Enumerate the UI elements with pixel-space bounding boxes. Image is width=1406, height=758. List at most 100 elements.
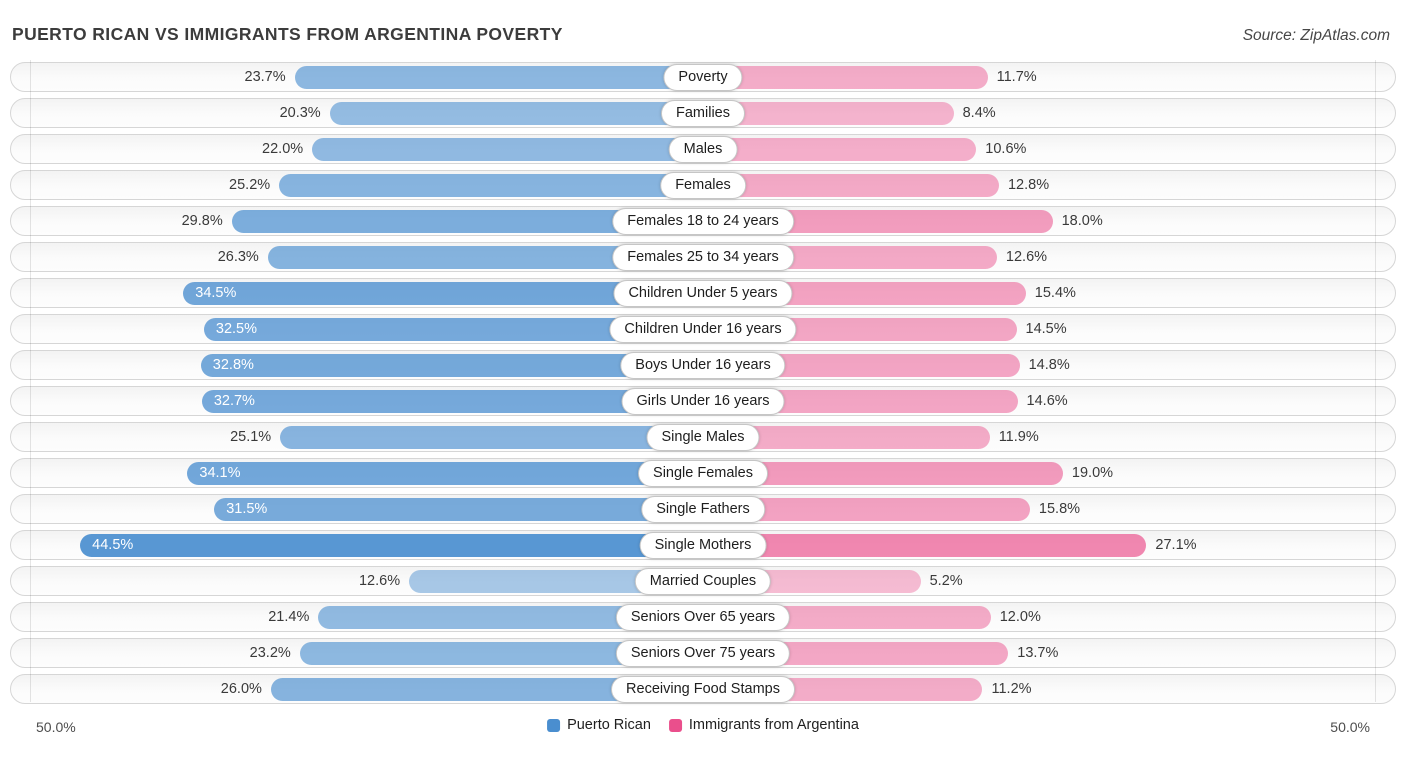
chart-row: 23.7% 11.7% Poverty [10, 62, 1396, 92]
puerto-rican-value-label: 23.7% [244, 69, 286, 85]
puerto-rican-value-label: 25.1% [230, 429, 272, 445]
chart-row: 20.3% 8.4% Families [10, 98, 1396, 128]
argentina-value-label: 11.9% [998, 429, 1039, 445]
category-label: Single Mothers [639, 532, 767, 559]
puerto-rican-bar[interactable] [187, 462, 703, 485]
chart-row: 34.1% 19.0% Single Females [10, 458, 1396, 488]
argentina-value-label: 15.4% [1034, 285, 1076, 301]
argentina-bar[interactable] [703, 138, 977, 161]
argentina-value-label: 27.1% [1155, 537, 1197, 553]
puerto-rican-value-label: 32.8% [212, 357, 254, 373]
chart-row: 25.1% 11.9% Single Males [10, 422, 1396, 452]
argentina-bar[interactable] [703, 66, 988, 89]
argentina-value-label: 8.4% [962, 105, 996, 121]
legend-swatch-argentina [668, 718, 682, 732]
puerto-rican-bar[interactable] [279, 174, 703, 197]
category-label: Seniors Over 75 years [615, 640, 791, 667]
category-label: Males [668, 136, 738, 163]
category-label: Receiving Food Stamps [611, 676, 795, 703]
legend-item-argentina: Immigrants from Argentina [668, 717, 859, 733]
category-label: Girls Under 16 years [621, 388, 785, 415]
puerto-rican-value-label: 32.5% [215, 321, 258, 337]
legend-label-argentina: Immigrants from Argentina [688, 717, 859, 733]
right-axis-gridline [1375, 60, 1376, 702]
argentina-value-label: 12.0% [999, 609, 1041, 625]
puerto-rican-bar[interactable] [294, 66, 703, 89]
puerto-rican-bar[interactable] [312, 138, 703, 161]
puerto-rican-value-label: 25.2% [229, 177, 271, 193]
chart-header: PUERTO RICAN VS IMMIGRANTS FROM ARGENTIN… [10, 0, 1396, 62]
category-label: Families [661, 100, 745, 127]
puerto-rican-value-label: 32.7% [213, 393, 255, 409]
argentina-value-label: 14.8% [1028, 357, 1070, 373]
puerto-rican-value-label: 12.6% [358, 573, 401, 589]
puerto-rican-value-label: 23.2% [249, 645, 291, 661]
chart-row: 21.4% 12.0% Seniors Over 65 years [10, 602, 1396, 632]
category-label: Females [660, 172, 746, 199]
legend-item-puerto-rican: Puerto Rican [547, 717, 651, 733]
puerto-rican-bar[interactable] [203, 318, 703, 341]
puerto-rican-bar[interactable] [318, 606, 703, 629]
category-label: Single Fathers [641, 496, 765, 523]
chart-row: 44.5% 27.1% Single Mothers [10, 530, 1396, 560]
chart-row: 32.5% 14.5% Children Under 16 years [10, 314, 1396, 344]
chart-row: 31.5% 15.8% Single Fathers [10, 494, 1396, 524]
category-label: Females 18 to 24 years [612, 208, 794, 235]
puerto-rican-bar[interactable] [201, 390, 703, 413]
puerto-rican-bar[interactable] [80, 534, 703, 557]
category-label: Single Males [646, 424, 760, 451]
legend: Puerto Rican Immigrants from Argentina [547, 717, 859, 733]
argentina-bar[interactable] [703, 174, 999, 197]
chart-body: 23.7% 11.7% Poverty 20.3% 8.4% Families 22.0% 1… [10, 62, 1396, 704]
puerto-rican-bar[interactable] [329, 102, 703, 125]
argentina-bar[interactable] [703, 102, 954, 125]
argentina-value-label: 12.8% [1007, 177, 1050, 193]
source-attribution: Source: ZipAtlas.com [1242, 27, 1390, 44]
left-axis-gridline [30, 60, 31, 702]
puerto-rican-bar[interactable] [270, 678, 703, 701]
category-label: Married Couples [634, 568, 772, 595]
puerto-rican-value-label: 26.3% [217, 249, 259, 265]
legend-swatch-puerto-rican [547, 718, 561, 732]
puerto-rican-value-label: 21.4% [268, 609, 310, 625]
puerto-rican-value-label: 26.0% [220, 681, 262, 697]
puerto-rican-bar[interactable] [409, 570, 703, 593]
puerto-rican-value-label: 31.5% [226, 501, 268, 517]
chart-row: 26.3% 12.6% Females 25 to 34 years [10, 242, 1396, 272]
argentina-value-label: 19.0% [1071, 465, 1114, 481]
puerto-rican-value-label: 20.3% [279, 105, 321, 121]
argentina-bar[interactable] [703, 462, 1063, 485]
argentina-bar[interactable] [703, 498, 1030, 521]
argentina-value-label: 14.6% [1026, 393, 1068, 409]
chart-row: 12.6% 5.2% Married Couples [10, 566, 1396, 596]
chart-row: 32.8% 14.8% Boys Under 16 years [10, 350, 1396, 380]
butterfly-chart: 23.7% 11.7% Poverty 20.3% 8.4% Families 22.0% 1… [10, 60, 1396, 704]
puerto-rican-bar[interactable] [267, 246, 703, 269]
puerto-rican-bar[interactable] [231, 210, 703, 233]
puerto-rican-bar[interactable] [299, 642, 703, 665]
puerto-rican-value-label: 34.5% [195, 285, 237, 301]
argentina-value-label: 5.2% [929, 573, 963, 589]
right-axis-max-label: 50.0% [1330, 719, 1370, 735]
puerto-rican-value-label: 44.5% [92, 537, 134, 553]
argentina-value-label: 12.6% [1005, 249, 1048, 265]
legend-label-puerto-rican: Puerto Rican [567, 717, 651, 733]
chart-row: 32.7% 14.6% Girls Under 16 years [10, 386, 1396, 416]
category-label: Children Under 5 years [613, 280, 793, 307]
category-label: Boys Under 16 years [620, 352, 786, 379]
category-label: Females 25 to 34 years [612, 244, 794, 271]
argentina-value-label: 15.8% [1038, 501, 1081, 517]
argentina-bar[interactable] [703, 426, 990, 449]
puerto-rican-bar[interactable] [183, 282, 703, 305]
category-label: Seniors Over 65 years [615, 604, 791, 631]
argentina-bar[interactable] [703, 534, 1147, 557]
puerto-rican-bar[interactable] [200, 354, 703, 377]
puerto-rican-bar[interactable] [280, 426, 703, 449]
argentina-value-label: 11.7% [996, 69, 1037, 85]
argentina-value-label: 10.6% [985, 141, 1027, 157]
chart-row: 34.5% 15.4% Children Under 5 years [10, 278, 1396, 308]
puerto-rican-bar[interactable] [214, 498, 703, 521]
category-label: Poverty [663, 64, 743, 91]
chart-row: 22.0% 10.6% Males [10, 134, 1396, 164]
category-label: Children Under 16 years [609, 316, 797, 343]
